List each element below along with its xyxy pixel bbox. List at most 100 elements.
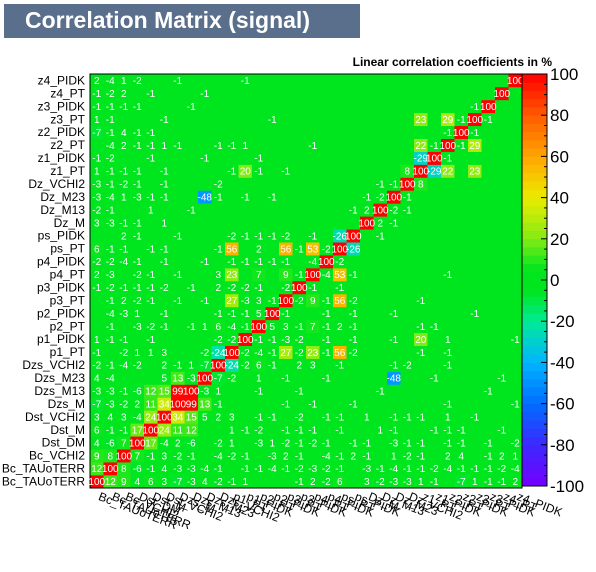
heatmap-cell (306, 462, 320, 476)
cell-value-label: -1 (187, 102, 196, 113)
heatmap-cell (427, 190, 442, 204)
heatmap-cell (414, 229, 428, 243)
heatmap-cell (333, 345, 347, 359)
heatmap-cell (495, 423, 509, 437)
heatmap-cell (495, 125, 509, 139)
heatmap-cell (144, 74, 158, 88)
y-tick-label: ps_PT (50, 242, 85, 256)
cell-value-label: -2 (227, 231, 236, 242)
heatmap-cell (427, 255, 442, 269)
heatmap-cell (319, 332, 334, 346)
palette-tick-label: 40 (550, 189, 569, 208)
heatmap-cell (130, 242, 145, 256)
heatmap-cell (454, 384, 469, 398)
cell-value-label: -1 (133, 180, 142, 191)
heatmap-cell (360, 203, 374, 217)
cell-value-label: -1 (335, 412, 344, 423)
cell-value-label: -1 (106, 167, 115, 178)
heatmap-cell (319, 268, 334, 282)
heatmap-cell (387, 229, 401, 243)
heatmap-cell (117, 203, 131, 217)
heatmap-cell (252, 345, 266, 359)
heatmap-cell (265, 423, 280, 437)
heatmap-cell (400, 371, 415, 385)
cell-value-label: 2 (337, 322, 343, 333)
cell-value-label: 100 (88, 477, 105, 488)
heatmap-cell (319, 462, 334, 476)
heatmap-cell (157, 177, 172, 191)
cell-value-label: -1 (322, 309, 331, 320)
heatmap-cell (103, 358, 118, 372)
heatmap-cell (252, 397, 266, 411)
heatmap-cell (387, 306, 401, 321)
heatmap-cell (103, 86, 118, 101)
heatmap-cell (144, 125, 158, 139)
y-tick-label: z2_PIDK (38, 125, 85, 139)
heatmap-cell (265, 268, 280, 282)
heatmap-cell (198, 164, 212, 178)
heatmap-cell (292, 281, 307, 295)
cell-value-label: -1 (416, 296, 425, 307)
heatmap-cell (441, 371, 455, 385)
heatmap-cell (211, 423, 226, 437)
palette-swatch (522, 230, 547, 240)
heatmap-cell (292, 151, 307, 165)
heatmap-cell (454, 358, 469, 372)
heatmap-cell (387, 112, 401, 127)
heatmap-cell (225, 306, 239, 321)
heatmap-cell (130, 319, 145, 334)
heatmap-cell (279, 125, 293, 139)
palette-swatch (522, 271, 547, 281)
heatmap-cell (400, 86, 415, 101)
heatmap-cell (495, 99, 509, 114)
heatmap-cell (495, 255, 509, 269)
cell-value-label: 99 (186, 400, 198, 411)
heatmap-cell (265, 475, 280, 489)
heatmap-cell (454, 125, 469, 139)
heatmap-cell (157, 384, 172, 398)
cell-value-label: -1 (484, 387, 493, 398)
heatmap-cell (454, 319, 469, 334)
cell-value-label: -2 (227, 283, 236, 294)
heatmap-cell (144, 216, 158, 230)
cell-value-label: -1 (484, 477, 493, 488)
heatmap-cell (292, 255, 307, 269)
heatmap-cell (414, 255, 428, 269)
y-tick-label: z4_PIDK (38, 73, 85, 87)
heatmap-cell (400, 436, 415, 450)
x-axis: Bc_TAUoTERRBc_TAUoTERRBc_VCHI2Dst_DMDst_… (97, 489, 565, 532)
heatmap-cell (90, 423, 104, 437)
heatmap-cell (373, 112, 388, 127)
heatmap-cell (225, 397, 239, 411)
heatmap-cell (238, 281, 253, 295)
cell-value-label: -1 (470, 128, 479, 139)
heatmap-cell (333, 177, 347, 191)
cell-value-label: -1 (389, 218, 398, 229)
heatmap-cell (360, 74, 374, 88)
cell-value-label: 4 (202, 477, 208, 488)
heatmap-cell (387, 436, 401, 450)
heatmap-cell (184, 332, 199, 346)
heatmap-cell (495, 436, 509, 450)
heatmap-cell (333, 255, 347, 269)
cell-value-label: -1 (146, 335, 155, 346)
heatmap-cell (225, 86, 239, 101)
heatmap-cell (184, 281, 199, 295)
heatmap-cell (468, 462, 482, 476)
heatmap-cell (454, 371, 469, 385)
heatmap-cell (292, 138, 307, 152)
cell-value-label: -1 (349, 400, 358, 411)
cell-value-label: -1 (443, 348, 452, 359)
cell-value-label: -1 (443, 425, 452, 436)
cell-value-label: -1 (362, 438, 371, 449)
heatmap-cell (454, 138, 469, 152)
heatmap-cell (292, 216, 307, 230)
cell-value-label: -1 (389, 425, 398, 436)
heatmap-cell (238, 203, 253, 217)
heatmap-cell (454, 177, 469, 191)
cell-value-label: -3 (389, 477, 398, 488)
heatmap-cell (130, 151, 145, 165)
cell-value-label: -1 (268, 257, 277, 268)
cell-value-label: 23 (226, 270, 238, 281)
heatmap-cell (319, 86, 334, 101)
